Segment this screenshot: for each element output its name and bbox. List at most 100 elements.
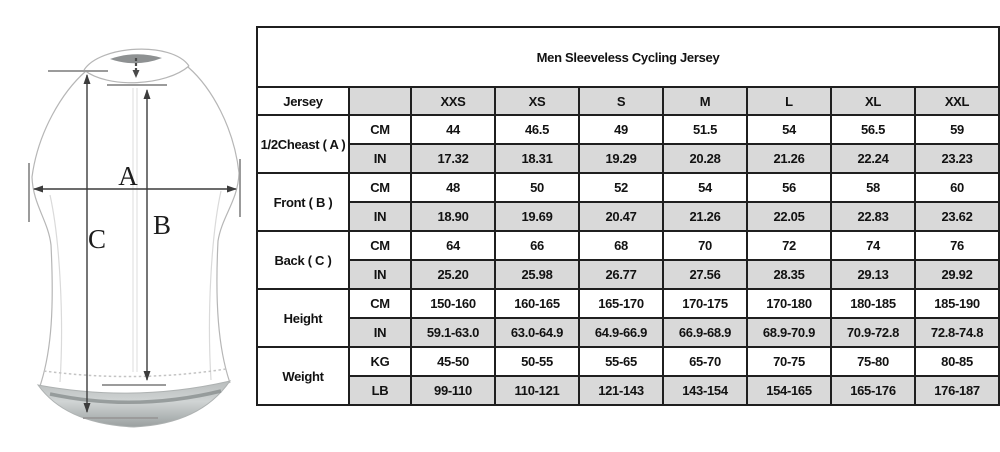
size-chart: Men Sleeveless Cycling Jersey Jersey XXS… bbox=[255, 26, 1000, 406]
size-value-cell: 54 bbox=[662, 172, 748, 203]
size-value-cell: 26.77 bbox=[578, 259, 664, 290]
size-value-cell: 20.47 bbox=[578, 201, 664, 232]
size-value-cell: 51.5 bbox=[662, 114, 748, 145]
size-value-cell: 20.28 bbox=[662, 143, 748, 174]
measurement-row: 1/2Cheast ( A ) CM 44 46.5 49 51.5 54 56.5 59 bbox=[256, 114, 1000, 174]
size-value-cell: 44 bbox=[410, 114, 496, 145]
size-value-cell: 165-170 bbox=[578, 288, 664, 319]
size-value-cell: 21.26 bbox=[746, 143, 832, 174]
unit-cell: IN bbox=[348, 259, 412, 290]
size-value-cell: 176-187 bbox=[913, 375, 1000, 406]
unit-cell: CM bbox=[348, 230, 412, 261]
size-value-cell: 22.24 bbox=[830, 143, 916, 174]
size-value-cell: 56 bbox=[746, 172, 832, 203]
size-value-cell: 65-70 bbox=[662, 346, 748, 377]
size-value-cell: 45-50 bbox=[410, 346, 496, 377]
size-value-cell: 49 bbox=[578, 114, 664, 145]
size-value-cell: 18.31 bbox=[494, 143, 580, 174]
jersey-measurement-diagram: A B C bbox=[0, 0, 256, 447]
unit-cell: CM bbox=[348, 172, 412, 203]
size-value-cell: 22.83 bbox=[830, 201, 916, 232]
size-value-cell: 70.9-72.8 bbox=[830, 317, 916, 348]
measurement-label: Back ( C ) bbox=[256, 230, 350, 290]
size-value-cell: 21.26 bbox=[662, 201, 748, 232]
size-header-row: Jersey XXS XS S M L XL XXL bbox=[256, 86, 1000, 116]
size-value-cell: 63.0-64.9 bbox=[494, 317, 580, 348]
size-value-cell: 18.90 bbox=[410, 201, 496, 232]
size-column-header: XXL bbox=[913, 86, 1000, 116]
size-value-cell: 29.92 bbox=[913, 259, 1000, 290]
size-value-cell: 27.56 bbox=[662, 259, 748, 290]
measurement-row: Back ( C ) CM 64 66 68 70 72 74 76 bbox=[256, 230, 1000, 290]
size-value-cell: 58 bbox=[830, 172, 916, 203]
size-column-header: S bbox=[578, 86, 664, 116]
size-value-cell: 29.13 bbox=[830, 259, 916, 290]
size-value-cell: 59.1-63.0 bbox=[410, 317, 496, 348]
measurement-row: IN 18.90 19.69 20.47 21.26 22.05 22.83 23.62 bbox=[257, 201, 1000, 232]
stitch-line bbox=[43, 368, 227, 378]
chart-title: Men Sleeveless Cycling Jersey bbox=[255, 26, 1000, 88]
unit-cell: KG bbox=[348, 346, 412, 377]
size-value-cell: 25.98 bbox=[494, 259, 580, 290]
blank-header-cell bbox=[348, 86, 412, 116]
jersey-hem bbox=[36, 368, 232, 428]
measurement-row: IN 25.20 25.98 26.77 27.56 28.35 29.13 29.92 bbox=[257, 259, 1000, 290]
size-value-cell: 59 bbox=[913, 114, 1000, 145]
size-value-cell: 165-176 bbox=[830, 375, 916, 406]
size-value-cell: 22.05 bbox=[746, 201, 832, 232]
size-column-header: XL bbox=[830, 86, 916, 116]
jersey-collar bbox=[83, 48, 190, 84]
measurement-row: Weight KG 45-50 50-55 55-65 65-70 70-75 75-80 80… bbox=[256, 346, 1000, 406]
measurement-label: Front ( B ) bbox=[256, 172, 350, 232]
size-value-cell: 68 bbox=[578, 230, 664, 261]
size-value-cell: 19.69 bbox=[494, 201, 580, 232]
title-row: Men Sleeveless Cycling Jersey bbox=[255, 26, 1000, 88]
size-value-cell: 66.9-68.9 bbox=[662, 317, 748, 348]
corner-jersey-cell: Jersey bbox=[256, 86, 350, 116]
size-column-header: L bbox=[746, 86, 832, 116]
size-value-cell: 121-143 bbox=[578, 375, 664, 406]
size-column-header: M bbox=[662, 86, 748, 116]
size-value-cell: 72.8-74.8 bbox=[913, 317, 1000, 348]
size-value-cell: 80-85 bbox=[913, 346, 1000, 377]
size-value-cell: 74 bbox=[830, 230, 916, 261]
size-value-cell: 68.9-70.9 bbox=[746, 317, 832, 348]
jersey-diagram-svg: A B C bbox=[28, 48, 241, 428]
size-value-cell: 72 bbox=[746, 230, 832, 261]
size-value-cell: 180-185 bbox=[830, 288, 916, 319]
size-value-cell: 28.35 bbox=[746, 259, 832, 290]
measurement-label: 1/2Cheast ( A ) bbox=[256, 114, 350, 174]
size-value-cell: 185-190 bbox=[913, 288, 1000, 319]
unit-cell: CM bbox=[348, 288, 412, 319]
jersey-outline bbox=[31, 66, 240, 387]
size-value-cell: 56.5 bbox=[830, 114, 916, 145]
measurement-row: IN 17.32 18.31 19.29 20.28 21.26 22.24 23.23 bbox=[257, 143, 1000, 174]
size-chart-body: 1/2Cheast ( A ) CM 44 46.5 49 51.5 54 56.5 59 IN 1… bbox=[256, 114, 1000, 406]
measurement-label: Weight bbox=[256, 346, 350, 406]
size-column-header: XS bbox=[494, 86, 580, 116]
size-value-cell: 143-154 bbox=[662, 375, 748, 406]
size-column-header: XXS bbox=[410, 86, 496, 116]
size-value-cell: 150-160 bbox=[410, 288, 496, 319]
size-value-cell: 154-165 bbox=[746, 375, 832, 406]
measurement-ticks bbox=[28, 70, 241, 419]
size-value-cell: 48 bbox=[410, 172, 496, 203]
measurement-label: Height bbox=[256, 288, 350, 348]
size-value-cell: 23.23 bbox=[913, 143, 1000, 174]
size-value-cell: 70-75 bbox=[746, 346, 832, 377]
size-chart-table: Men Sleeveless Cycling Jersey Jersey XXS… bbox=[255, 26, 1000, 406]
size-value-cell: 54 bbox=[746, 114, 832, 145]
measure-label-c: C bbox=[88, 224, 106, 254]
measure-label-b: B bbox=[153, 210, 171, 240]
size-value-cell: 64 bbox=[410, 230, 496, 261]
zipper-arrow-icon bbox=[132, 58, 140, 78]
measurement-arrows bbox=[33, 74, 237, 413]
size-value-cell: 55-65 bbox=[578, 346, 664, 377]
measurement-row: IN 59.1-63.0 63.0-64.9 64.9-66.9 66.9-68.9 68… bbox=[257, 317, 1000, 348]
unit-cell: LB bbox=[348, 375, 412, 406]
unit-cell: CM bbox=[348, 114, 412, 145]
measurement-row: Front ( B ) CM 48 50 52 54 56 58 60 bbox=[256, 172, 1000, 232]
size-value-cell: 76 bbox=[913, 230, 1000, 261]
size-value-cell: 60 bbox=[913, 172, 1000, 203]
size-value-cell: 50-55 bbox=[494, 346, 580, 377]
